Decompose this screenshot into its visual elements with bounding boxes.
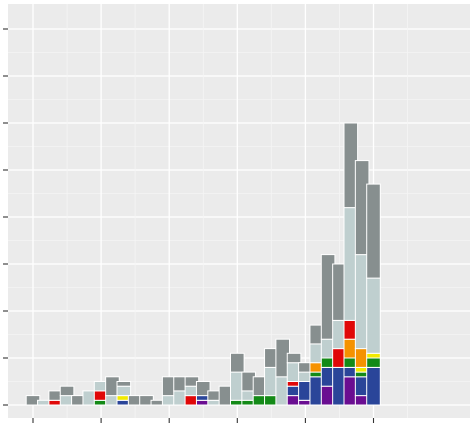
bar-segment: [366, 352, 381, 359]
bar-segment: [286, 352, 302, 364]
bar-segment: [116, 381, 132, 387]
bar-segment: [366, 366, 381, 406]
bar-segment: [116, 385, 132, 397]
bar-segment: [230, 352, 245, 373]
bar-segment: [195, 381, 211, 397]
plot-panel: [8, 4, 470, 418]
bar-segment: [366, 357, 381, 368]
bar-segment: [366, 183, 381, 279]
bar-segment: [59, 385, 75, 397]
bar-segment: [366, 277, 381, 354]
